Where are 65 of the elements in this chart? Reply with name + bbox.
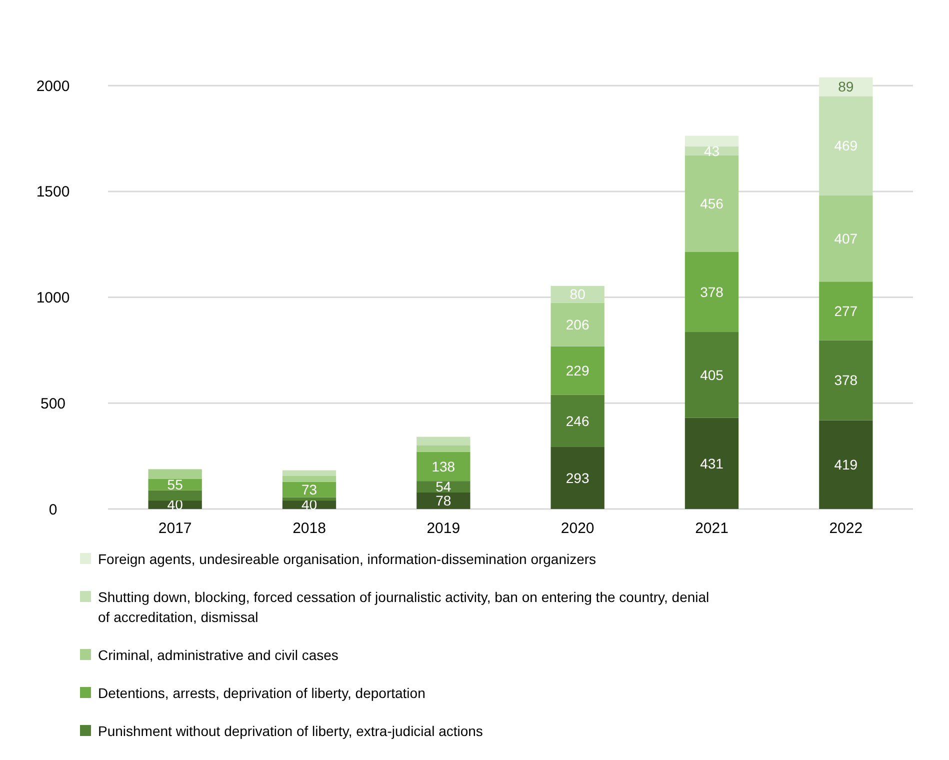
data-label: 206 — [566, 316, 590, 333]
legend-label: Punishment without deprivation of liberty, extra-judicial actions — [98, 723, 483, 739]
legend-label: Shutting down, blocking, forced cessation of journalistic activity, ban on entering the country, denial of accreditation, dismissal — [98, 589, 710, 625]
data-label: 456 — [700, 196, 724, 212]
data-label: 431 — [700, 455, 724, 472]
data-label: 54 — [436, 478, 452, 495]
bar — [416, 436, 470, 446]
bar — [550, 346, 604, 395]
bar — [684, 418, 739, 509]
y-tick-label: 1000 — [36, 290, 70, 307]
data-label: 73 — [301, 482, 318, 498]
data-label: 407 — [834, 230, 858, 246]
bar — [819, 340, 873, 420]
bar — [819, 77, 873, 96]
bar — [282, 497, 336, 501]
bar — [550, 302, 604, 346]
data-label: 40 — [167, 496, 184, 513]
data-label: 246 — [566, 412, 590, 429]
data-label: 293 — [566, 470, 590, 486]
bar — [819, 195, 873, 282]
bar — [282, 482, 336, 498]
bar — [684, 252, 739, 332]
y-tick-label: 2000 — [36, 78, 70, 95]
x-tick-label: 2018 — [292, 520, 326, 537]
data-label: 78 — [436, 492, 452, 509]
data-label: 80 — [570, 286, 586, 302]
bar — [550, 394, 604, 447]
bar — [684, 136, 739, 146]
bar — [684, 332, 739, 418]
bar — [819, 282, 873, 340]
x-tick-label: 2022 — [829, 520, 863, 537]
data-label: 378 — [834, 372, 858, 388]
legend-label: Detentions, arrests, deprivation of liberty, deportation — [98, 685, 426, 701]
data-label: 138 — [432, 458, 456, 474]
x-tick-label: 2019 — [426, 520, 460, 537]
bar — [148, 490, 202, 501]
x-tick-label: 2021 — [695, 520, 728, 537]
bar — [550, 446, 604, 509]
bar — [416, 492, 470, 509]
legend-label: Foreign agents, undesireable organisation, information-dissemination organizers — [98, 551, 596, 567]
y-tick-label: 500 — [40, 395, 66, 412]
data-label: 229 — [566, 362, 590, 379]
data-label: 405 — [700, 366, 724, 383]
bar — [416, 452, 470, 482]
bar — [550, 286, 604, 303]
bar — [148, 478, 202, 490]
data-label: 469 — [834, 138, 858, 154]
bar — [416, 445, 470, 452]
x-tick-label: 2020 — [560, 520, 594, 537]
bar — [819, 96, 873, 196]
data-label: 419 — [834, 456, 858, 473]
bar — [282, 470, 336, 476]
bar — [819, 420, 873, 509]
bar — [282, 476, 336, 482]
data-label: 43 — [704, 142, 720, 159]
data-label: 89 — [838, 78, 854, 95]
y-tick-label: 0 — [48, 501, 58, 518]
data-label: 55 — [167, 476, 184, 492]
legend-label: Criminal, administrative and civil cases — [98, 647, 338, 663]
bar — [148, 469, 202, 479]
data-label: 277 — [834, 302, 858, 319]
bar — [684, 155, 739, 252]
data-label: 378 — [700, 284, 724, 300]
x-tick-label: 2017 — [158, 520, 192, 537]
y-tick-label: 1500 — [36, 184, 70, 201]
